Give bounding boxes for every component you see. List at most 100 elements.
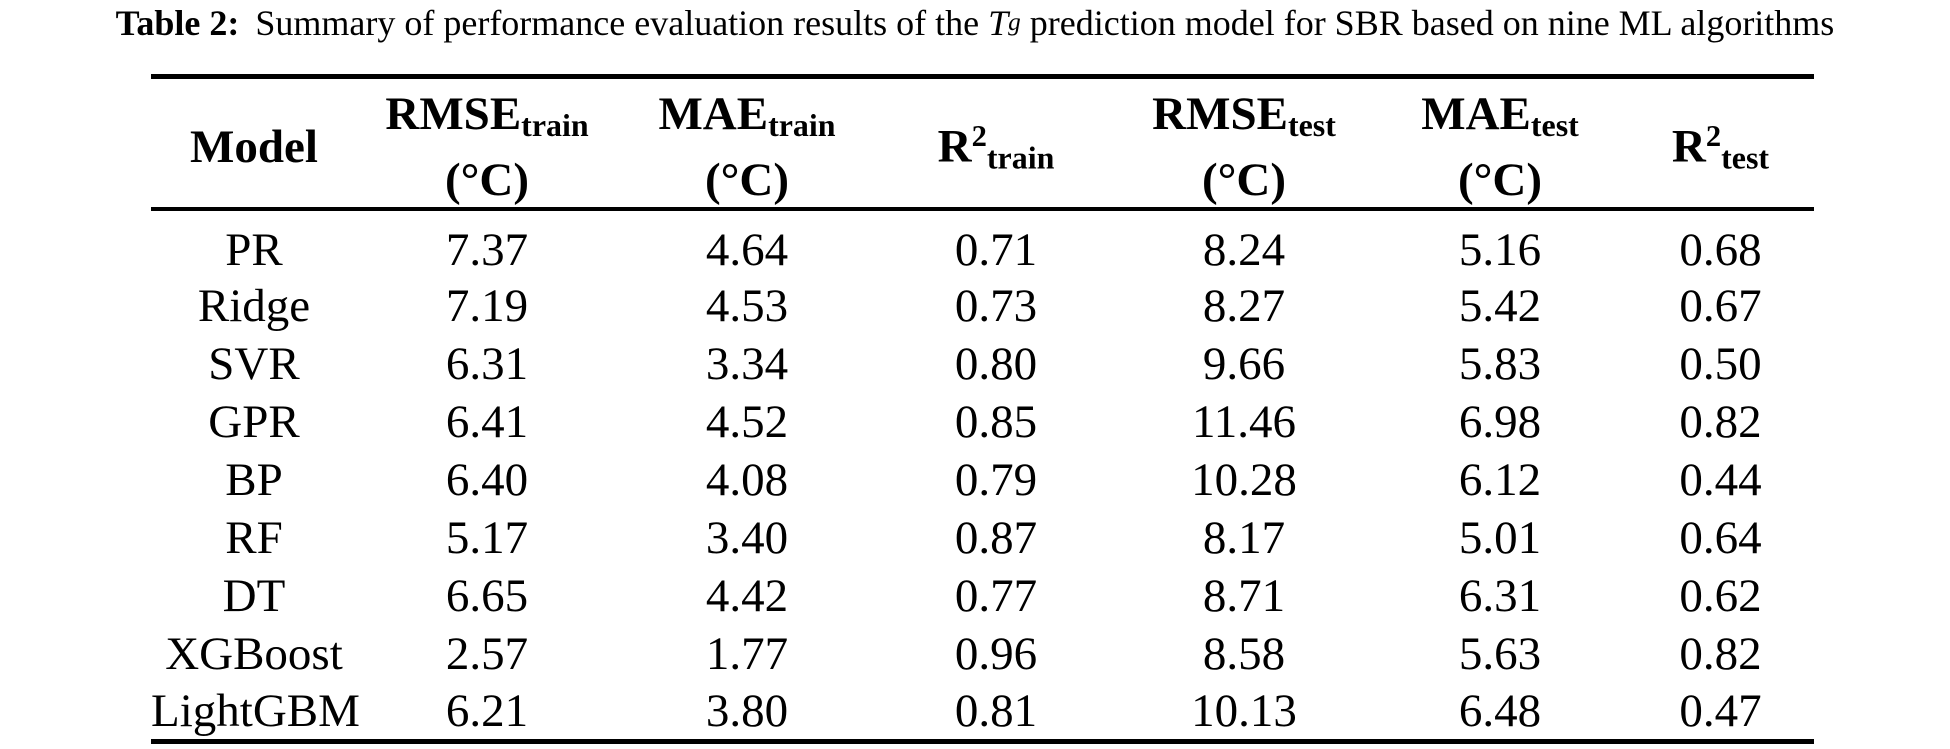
col-header-model: Model [151, 76, 357, 212]
cell-mae-train: 1.77 [705, 628, 789, 681]
cell-r2-test: 0.67 [1679, 280, 1762, 333]
cell-model: GPR [208, 396, 300, 449]
col-header-mae-train: MAEtrain (°C) [617, 76, 877, 212]
cell-mae-test: 6.98 [1458, 396, 1542, 449]
cell-r2-train: 0.79 [954, 454, 1038, 507]
table-row: DT 6.65 4.42 0.77 8.71 6.31 0.62 [151, 567, 1814, 625]
caption-text-after: prediction model for SBR based on nine M… [1029, 3, 1835, 43]
header-base: MAE [658, 88, 769, 140]
cell-r2-train: 0.87 [954, 512, 1038, 565]
cell-rmse-test: 8.58 [1202, 628, 1286, 681]
cell-model: PR [225, 224, 283, 277]
cell-mae-train: 4.53 [705, 280, 789, 333]
header-unit: (°C) [1457, 154, 1543, 207]
header-subscript: test [1721, 140, 1770, 176]
caption-text-before: Summary of performance evaluation result… [255, 3, 980, 43]
header-base: RMSE [385, 88, 522, 140]
cell-model: RF [225, 512, 283, 565]
header-row: Model RMSEtrain (°C) MAEtrain (°C) R2tra… [151, 76, 1814, 212]
caption-math-symbol: T [988, 3, 1009, 43]
cell-mae-train: 3.34 [705, 338, 789, 391]
cell-rmse-test: 8.27 [1202, 280, 1286, 333]
header-base: R [937, 120, 972, 173]
cell-rmse-test: 9.66 [1202, 338, 1286, 391]
cell-model: Ridge [197, 280, 311, 333]
cell-rmse-train: 7.37 [445, 224, 529, 277]
cell-r2-test: 0.82 [1679, 396, 1762, 449]
cell-rmse-train: 7.19 [445, 280, 529, 333]
table-row: BP 6.40 4.08 0.79 10.28 6.12 0.44 [151, 451, 1814, 509]
table-row: SVR 6.31 3.34 0.80 9.66 5.83 0.50 [151, 335, 1814, 393]
cell-r2-test: 0.68 [1679, 224, 1762, 277]
col-header-r2-test: R2test [1627, 76, 1814, 212]
cell-rmse-train: 6.40 [445, 454, 529, 507]
cell-rmse-test: 8.71 [1202, 570, 1286, 623]
cell-rmse-train: 5.17 [445, 512, 529, 565]
cell-mae-test: 6.31 [1458, 570, 1542, 623]
cell-r2-train: 0.96 [954, 628, 1038, 681]
col-header-rmse-train: RMSEtrain (°C) [357, 76, 617, 212]
cell-mae-test: 6.12 [1458, 454, 1542, 507]
table-caption: Table 2: Summary of performance evaluati… [0, 0, 1950, 50]
cell-rmse-train: 6.21 [445, 684, 529, 737]
header-unit: (°C) [1201, 154, 1287, 207]
header-unit: (°C) [444, 154, 530, 207]
cell-rmse-train: 6.65 [445, 570, 529, 623]
header-model-label: Model [190, 121, 318, 173]
cell-r2-test: 0.82 [1679, 628, 1762, 681]
cell-mae-test: 5.63 [1458, 628, 1542, 681]
header-base: RMSE [1152, 88, 1288, 140]
caption-label: Table 2: [115, 3, 240, 43]
cell-mae-test: 5.16 [1458, 224, 1542, 277]
cell-r2-train: 0.80 [954, 338, 1038, 391]
table-row: RF 5.17 3.40 0.87 8.17 5.01 0.64 [151, 509, 1814, 567]
col-header-r2-train: R2train [877, 76, 1115, 212]
cell-r2-train: 0.71 [954, 224, 1038, 277]
cell-model: DT [222, 570, 286, 623]
header-base: MAE [1421, 88, 1531, 140]
results-table: Model RMSEtrain (°C) MAEtrain (°C) R2tra… [151, 74, 1814, 744]
header-subscript: test [1530, 108, 1579, 144]
cell-rmse-test: 10.28 [1191, 454, 1297, 507]
cell-r2-test: 0.50 [1679, 338, 1762, 391]
col-header-mae-test: MAEtest (°C) [1373, 76, 1627, 212]
header-superscript: 2 [971, 118, 987, 153]
cell-r2-test: 0.47 [1679, 684, 1762, 737]
cell-mae-train: 4.08 [705, 454, 789, 507]
table-row: XGBoost 2.57 1.77 0.96 8.58 5.63 0.82 [151, 625, 1814, 683]
cell-r2-test: 0.44 [1679, 454, 1762, 507]
cell-mae-train: 3.80 [705, 684, 789, 737]
cell-model: LightGBM [151, 684, 360, 737]
header-subscript: train [768, 108, 836, 144]
table-body: PR 7.37 4.64 0.71 8.24 5.16 0.68 Ridge 7… [151, 209, 1814, 741]
cell-rmse-train: 6.41 [445, 396, 529, 449]
cell-mae-test: 5.01 [1458, 512, 1542, 565]
cell-r2-test: 0.62 [1679, 570, 1762, 623]
cell-rmse-test: 8.24 [1202, 224, 1286, 277]
table-header: Model RMSEtrain (°C) MAEtrain (°C) R2tra… [151, 76, 1814, 212]
header-base: R [1671, 120, 1706, 173]
cell-r2-train: 0.77 [954, 570, 1038, 623]
header-unit: (°C) [704, 154, 790, 207]
cell-r2-train: 0.73 [954, 280, 1038, 333]
header-superscript: 2 [1705, 118, 1722, 153]
table-row: Ridge 7.19 4.53 0.73 8.27 5.42 0.67 [151, 277, 1814, 335]
table-row: PR 7.37 4.64 0.71 8.24 5.16 0.68 [151, 209, 1814, 277]
table-row: GPR 6.41 4.52 0.85 11.46 6.98 0.82 [151, 393, 1814, 451]
cell-r2-test: 0.64 [1679, 512, 1762, 565]
cell-rmse-train: 6.31 [445, 338, 529, 391]
cell-mae-test: 6.48 [1458, 684, 1542, 737]
cell-mae-test: 5.83 [1458, 338, 1542, 391]
header-subscript: test [1287, 108, 1336, 144]
cell-rmse-test: 11.46 [1191, 396, 1296, 449]
cell-rmse-test: 8.17 [1202, 512, 1286, 565]
cell-model: SVR [208, 338, 300, 391]
cell-rmse-train: 2.57 [445, 628, 529, 681]
cell-r2-train: 0.81 [954, 684, 1038, 737]
cell-mae-train: 3.40 [705, 512, 789, 565]
cell-mae-train: 4.42 [705, 570, 789, 623]
table-row: LightGBM 6.21 3.80 0.81 10.13 6.48 0.47 [151, 683, 1814, 741]
cell-mae-train: 4.64 [705, 224, 789, 277]
cell-mae-test: 5.42 [1458, 280, 1542, 333]
caption-math-subscript: g [1008, 9, 1021, 36]
